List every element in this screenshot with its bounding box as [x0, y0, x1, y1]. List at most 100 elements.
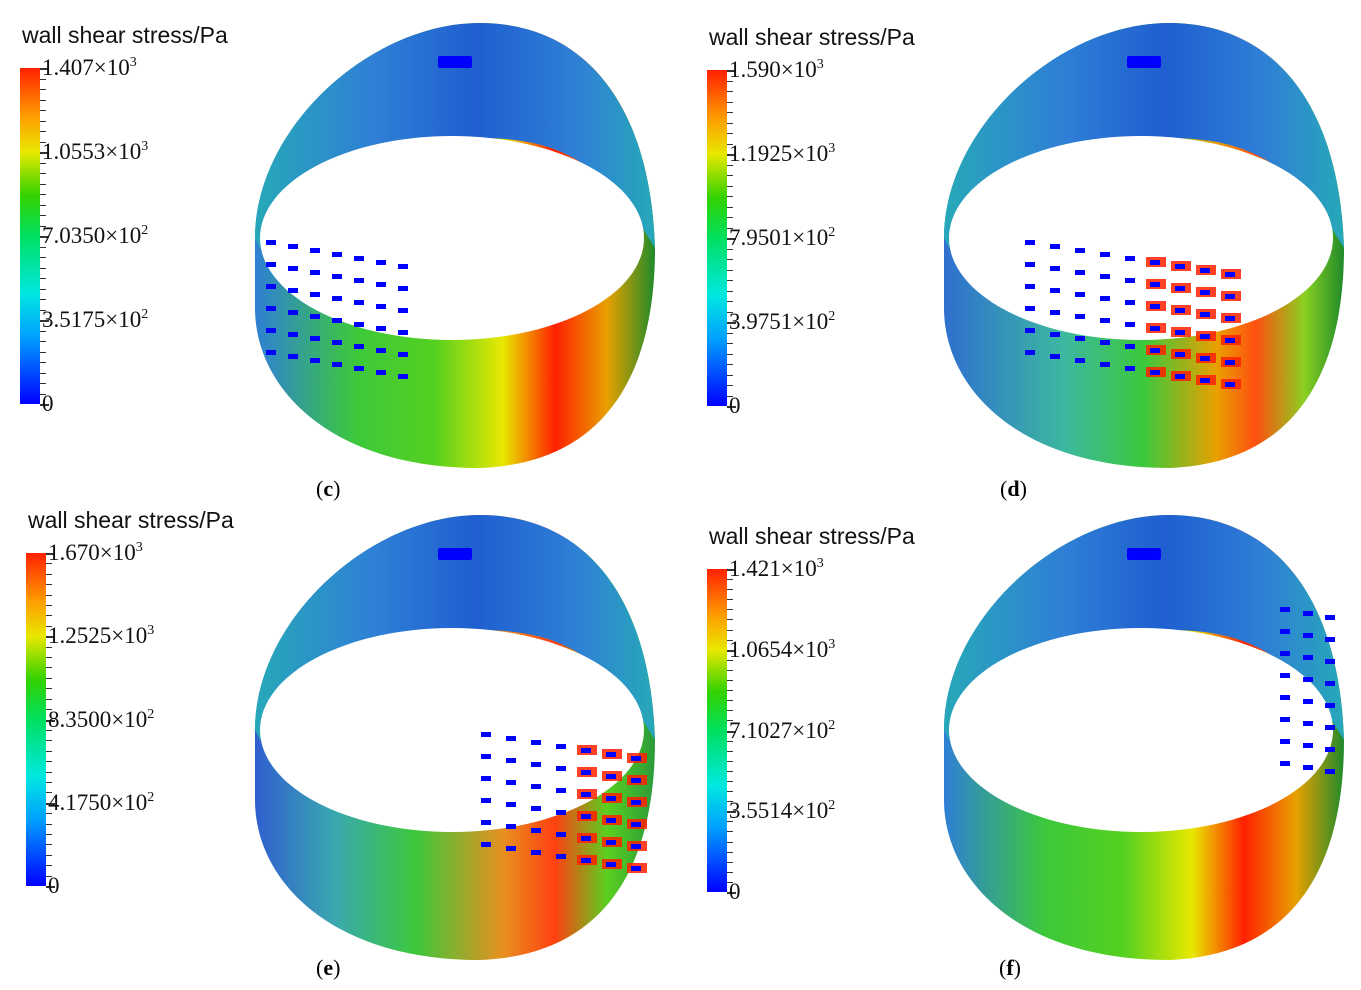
colorbar-minor-tick — [727, 248, 733, 250]
colorbar-minor-tick — [727, 760, 733, 762]
hole — [606, 752, 616, 757]
hole — [1325, 725, 1335, 730]
colorbar-tick-label: 3.9751×102 — [729, 310, 835, 334]
hole — [1075, 336, 1085, 341]
colorbar-major-tick — [46, 886, 55, 888]
colorbar-minor-tick — [727, 801, 733, 803]
hole — [481, 754, 491, 759]
hole — [1200, 268, 1210, 273]
colorbar-minor-tick — [46, 657, 52, 659]
tick-mantissa: 7.9501 — [729, 225, 793, 251]
tick-mantissa: 1.0553 — [42, 139, 106, 165]
hole — [354, 322, 364, 327]
hole — [1125, 300, 1135, 305]
hole — [1175, 330, 1185, 335]
hole — [1150, 370, 1160, 375]
colorbar-major-tick — [40, 236, 49, 238]
hole — [1200, 334, 1210, 339]
colorbar-minor-tick — [727, 301, 733, 302]
hole — [1025, 284, 1035, 289]
hole-array — [1280, 607, 1335, 774]
hole — [481, 842, 491, 847]
colorbar-tick-label: 0 — [48, 874, 60, 897]
colorbar-minor-tick — [40, 110, 46, 111]
legend-title: wall shear stress/Pa — [709, 523, 915, 549]
colorbar-major-tick — [46, 719, 55, 722]
colorbar-minor-tick — [40, 246, 46, 248]
colorbar-tick-label: 1.590×103 — [729, 57, 824, 83]
tick-mantissa: 1.670 — [48, 540, 100, 566]
hole — [398, 286, 408, 291]
hole — [288, 354, 298, 359]
cylinder-shell — [944, 515, 1344, 960]
caption-letter: f — [1006, 955, 1014, 980]
colorbar-major-tick — [40, 404, 49, 406]
hole — [1303, 655, 1313, 660]
colorbar-major-tick — [40, 152, 49, 154]
tick-mantissa: 1.421 — [729, 556, 781, 582]
hole — [631, 844, 641, 849]
colorbar-tick-label: 7.0350×102 — [42, 223, 148, 249]
colorbar-tick-label: 1.1925×103 — [729, 141, 835, 167]
legend-title: wall shear stress/Pa — [22, 22, 228, 48]
hole — [506, 802, 516, 807]
tick-exponent: 3 — [141, 139, 149, 154]
hole — [1303, 765, 1313, 770]
hole — [1280, 607, 1290, 612]
tick-times-ten: ×10 — [105, 223, 142, 249]
hole — [332, 296, 342, 301]
cylinder-opening — [260, 628, 644, 832]
hole — [1125, 278, 1135, 283]
colorbar-minor-tick — [727, 290, 733, 292]
hole — [398, 352, 408, 357]
colorbar-minor-tick — [727, 133, 733, 134]
colorbar-tick-label: 1.407×103 — [42, 56, 137, 80]
colorbar-minor-tick — [46, 761, 52, 763]
panel-caption: (e) — [316, 955, 341, 980]
hole — [1150, 282, 1160, 287]
colorbar-minor-tick — [40, 278, 46, 279]
tick-mantissa: 1.1925 — [729, 141, 793, 167]
hole — [332, 362, 342, 367]
colorbar-minor-tick — [46, 823, 52, 825]
hole — [1175, 308, 1185, 313]
hole-array — [481, 732, 647, 873]
hole — [310, 270, 320, 275]
colorbar-minor-tick — [46, 792, 52, 794]
hole — [1125, 256, 1135, 261]
hole — [354, 256, 364, 261]
colorbar-tick-label: 0 — [729, 394, 741, 417]
colorbar-tick-label: 3.5514×102 — [729, 798, 836, 823]
tick-exponent: 2 — [828, 798, 836, 814]
colorbar-tick-label: 1.0553×103 — [42, 139, 149, 165]
colorbar-minor-tick — [46, 781, 52, 783]
colorbar-minor-tick — [46, 584, 52, 586]
hole — [606, 862, 616, 867]
colorbar-minor-tick — [727, 770, 733, 772]
hole — [1100, 318, 1110, 323]
colorbar-minor-tick — [40, 372, 46, 374]
hole — [1280, 761, 1290, 766]
colorbar-minor-tick — [40, 183, 46, 185]
tick-mantissa: 1.590 — [729, 57, 781, 83]
legend-title: wall shear stress/Pa — [28, 507, 234, 533]
colorbar — [707, 70, 727, 406]
hole — [556, 854, 566, 859]
tick-exponent: 2 — [141, 307, 149, 322]
hole — [531, 784, 541, 789]
hole — [1150, 304, 1160, 309]
hole — [1100, 274, 1110, 279]
tick-mantissa: 8.3500 — [48, 706, 112, 732]
hole — [1100, 362, 1110, 367]
colorbar-minor-tick — [727, 750, 733, 752]
colorbar-major-tick — [727, 154, 736, 156]
hole — [531, 828, 541, 833]
colorbar — [20, 68, 40, 404]
hole — [606, 796, 616, 801]
colorbar-minor-tick — [46, 615, 52, 617]
inlet-slot — [1127, 56, 1161, 68]
hole — [581, 792, 591, 797]
hole — [531, 740, 541, 745]
tick-exponent: 3 — [147, 623, 155, 639]
tick-times-ten: ×10 — [792, 717, 829, 743]
